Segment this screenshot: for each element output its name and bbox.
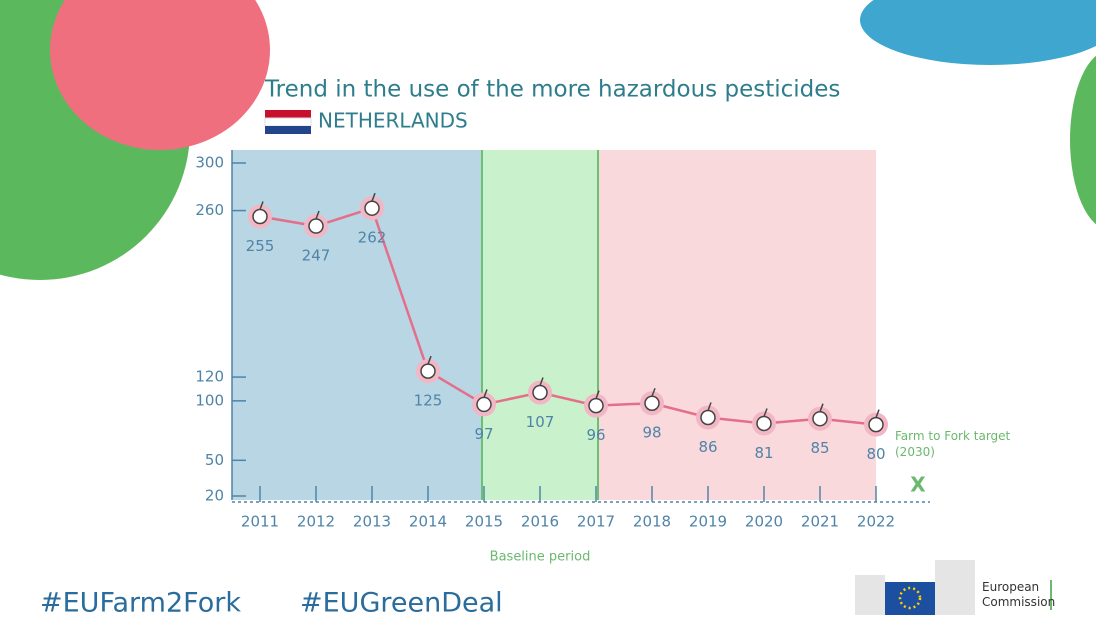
x-tick-label: 2022 [857,513,895,531]
point-icon [756,415,772,432]
period-band [482,150,598,500]
point-stem [427,355,432,365]
point-stem [483,389,488,398]
y-tick-label: 50 [205,451,224,469]
hashtag: #EUGreenDeal [300,588,503,617]
x-tick-label: 2014 [409,513,447,531]
chart-subtitle: NETHERLANDS [318,109,468,133]
data-label: 96 [586,426,605,444]
point-stem [315,210,320,220]
data-label: 85 [810,439,829,457]
flag-stripe [264,117,312,127]
point-icon [868,416,884,433]
point-stem [763,408,768,417]
data-label: 125 [414,392,443,410]
logo-stars [898,586,922,610]
period-band [232,150,482,500]
point-icon [532,384,548,401]
x-tick-label: 2015 [465,513,503,531]
x-tick-label: 2013 [353,513,391,531]
target-marker: X [910,473,926,497]
leaf-decoration [1070,55,1096,225]
logo-box: European Commission [982,580,1056,610]
point-icon [644,395,660,411]
point-stem [819,403,824,412]
logo-text: European Commission [982,580,1056,610]
data-label: 247 [302,247,331,265]
data-label: 81 [754,444,773,462]
point-icon [476,396,492,413]
flag-stripe [265,110,311,118]
x-tick-label: 2017 [577,513,615,531]
y-tick-label: 260 [195,201,224,219]
point-icon [420,363,436,379]
point-icon [588,397,604,414]
point-icon [308,218,324,234]
leaf-decoration [50,0,270,150]
data-label: 98 [642,424,661,442]
data-label: 262 [358,229,387,247]
y-tick-label: 20 [205,487,224,505]
point-stem [875,409,880,418]
x-tick-label: 2019 [689,513,727,531]
y-tick-label: 300 [195,154,224,172]
x-tick-label: 2012 [297,513,335,531]
period-label: Baseline period [490,550,591,565]
chart-title: Trend in the use of the more hazardous p… [264,77,840,103]
data-label: 107 [526,413,555,431]
target-box: Farm to Fork target (2030) [895,429,1011,459]
point-icon [812,410,828,427]
logo-building [935,560,975,615]
data-label: 86 [698,438,717,456]
logo-building [855,575,885,615]
point-stem [539,377,544,386]
x-tick-label: 2016 [521,513,559,531]
point-icon [700,409,716,426]
point-icon [252,208,268,225]
point-icon [364,200,380,216]
y-tick-label: 120 [195,368,224,386]
flag-stripe [265,126,311,134]
point-stem [595,390,600,399]
leaf-decoration [860,0,1096,65]
y-tick-label: 100 [195,391,224,409]
hashtag: #EUFarm2Fork [40,588,241,617]
target-label: Farm to Fork target (2030) [895,429,1011,459]
point-stem [371,192,376,202]
x-tick-label: 2011 [241,513,279,531]
x-tick-label: 2021 [801,513,839,531]
data-label: 255 [246,237,275,255]
x-tick-label: 2020 [745,513,783,531]
data-label: 97 [474,425,493,443]
x-tick-label: 2018 [633,513,671,531]
data-label: 80 [866,445,885,463]
point-stem [259,201,264,210]
point-stem [707,402,712,411]
point-stem [651,387,656,397]
period-band [598,150,876,500]
